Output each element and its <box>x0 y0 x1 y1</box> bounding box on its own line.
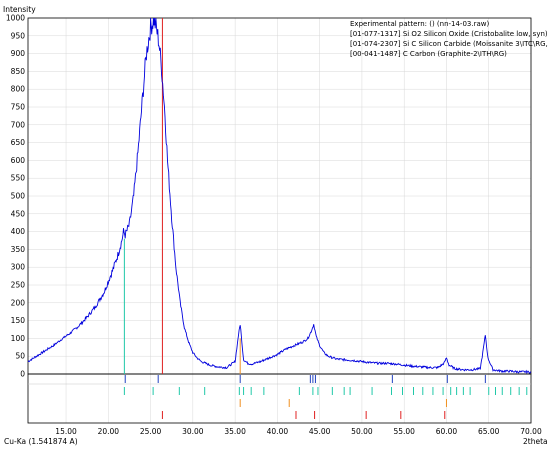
x-tick-label: 55.00 <box>393 427 415 436</box>
y-tick-label: 750 <box>11 103 26 112</box>
y-tick-label: 50 <box>15 352 25 361</box>
x-tick-label: 45.00 <box>309 427 331 436</box>
x-tick-labels: 15.00 20.00 25.00 30.00 35.00 40.00 45.00 50.00… <box>55 427 542 436</box>
legend: Experimental pattern: () (nn-14-03.raw) … <box>350 20 550 58</box>
y-tick-label: 950 <box>11 31 26 40</box>
y-tick-label: 650 <box>11 138 26 147</box>
y-tick-label: 400 <box>11 227 26 236</box>
y-tick-label: 700 <box>11 120 26 129</box>
y-tick-label: 800 <box>11 85 26 94</box>
reference-sticks <box>123 387 528 419</box>
y-tick-label: 250 <box>11 281 26 290</box>
peak-markers <box>124 375 486 383</box>
y-tick-label: 600 <box>11 156 26 165</box>
y-tick-label: 500 <box>11 192 26 201</box>
x-tick-label: 65.00 <box>478 427 500 436</box>
y-tick-label: 100 <box>11 334 26 343</box>
y-axis-label: Intensity <box>3 5 36 14</box>
reference-main-peaks <box>123 18 241 374</box>
y-tick-label: 900 <box>11 49 26 58</box>
legend-entry-experimental: Experimental pattern: () (nn-14-03.raw) <box>350 20 489 28</box>
x-tick-label: 35.00 <box>224 427 246 436</box>
y-tick-label: 350 <box>11 245 26 254</box>
y-tick-label: 850 <box>11 67 26 76</box>
y-tick-labels: 0 50 100 150 200 250 300 350 400 450 500 550 600 650 7… <box>6 14 25 379</box>
experimental-pattern-line <box>27 17 532 374</box>
y-tick-label: 200 <box>11 298 26 307</box>
x-tick-label: 15.00 <box>55 427 77 436</box>
y-tick-label: 300 <box>11 263 26 272</box>
x-tick-label: 60.00 <box>436 427 458 436</box>
y-tick-label: 1000 <box>6 14 25 23</box>
x-tick-label: 20.00 <box>98 427 120 436</box>
wavelength-label: Cu-Ka (1.541874 A) <box>4 437 78 446</box>
y-tick-label: 0 <box>20 370 25 379</box>
legend-entry-silicon-oxide: [01-077-1317] Si O2 Silicon Oxide (Crist… <box>350 30 548 38</box>
x-tick-label: 70.00 <box>520 427 542 436</box>
legend-entry-carbon: [00-041-1487] C Carbon (Graphite-2\ITH\R… <box>350 50 507 58</box>
x-tick-label: 25.00 <box>140 427 162 436</box>
y-tick-label: 450 <box>11 209 26 218</box>
y-tick-label: 550 <box>11 174 26 183</box>
y-tick-label: 150 <box>11 316 26 325</box>
x-tick-label: 40.00 <box>267 427 289 436</box>
legend-entry-silicon-carbide: [01-074-2307] Si C Silicon Carbide (Mois… <box>350 40 550 48</box>
x-axis-label: 2theta <box>523 437 548 446</box>
x-tick-label: 50.00 <box>351 427 373 436</box>
grid <box>28 17 532 423</box>
reference-band-frame <box>27 373 532 424</box>
x-tick-label: 30.00 <box>182 427 204 436</box>
